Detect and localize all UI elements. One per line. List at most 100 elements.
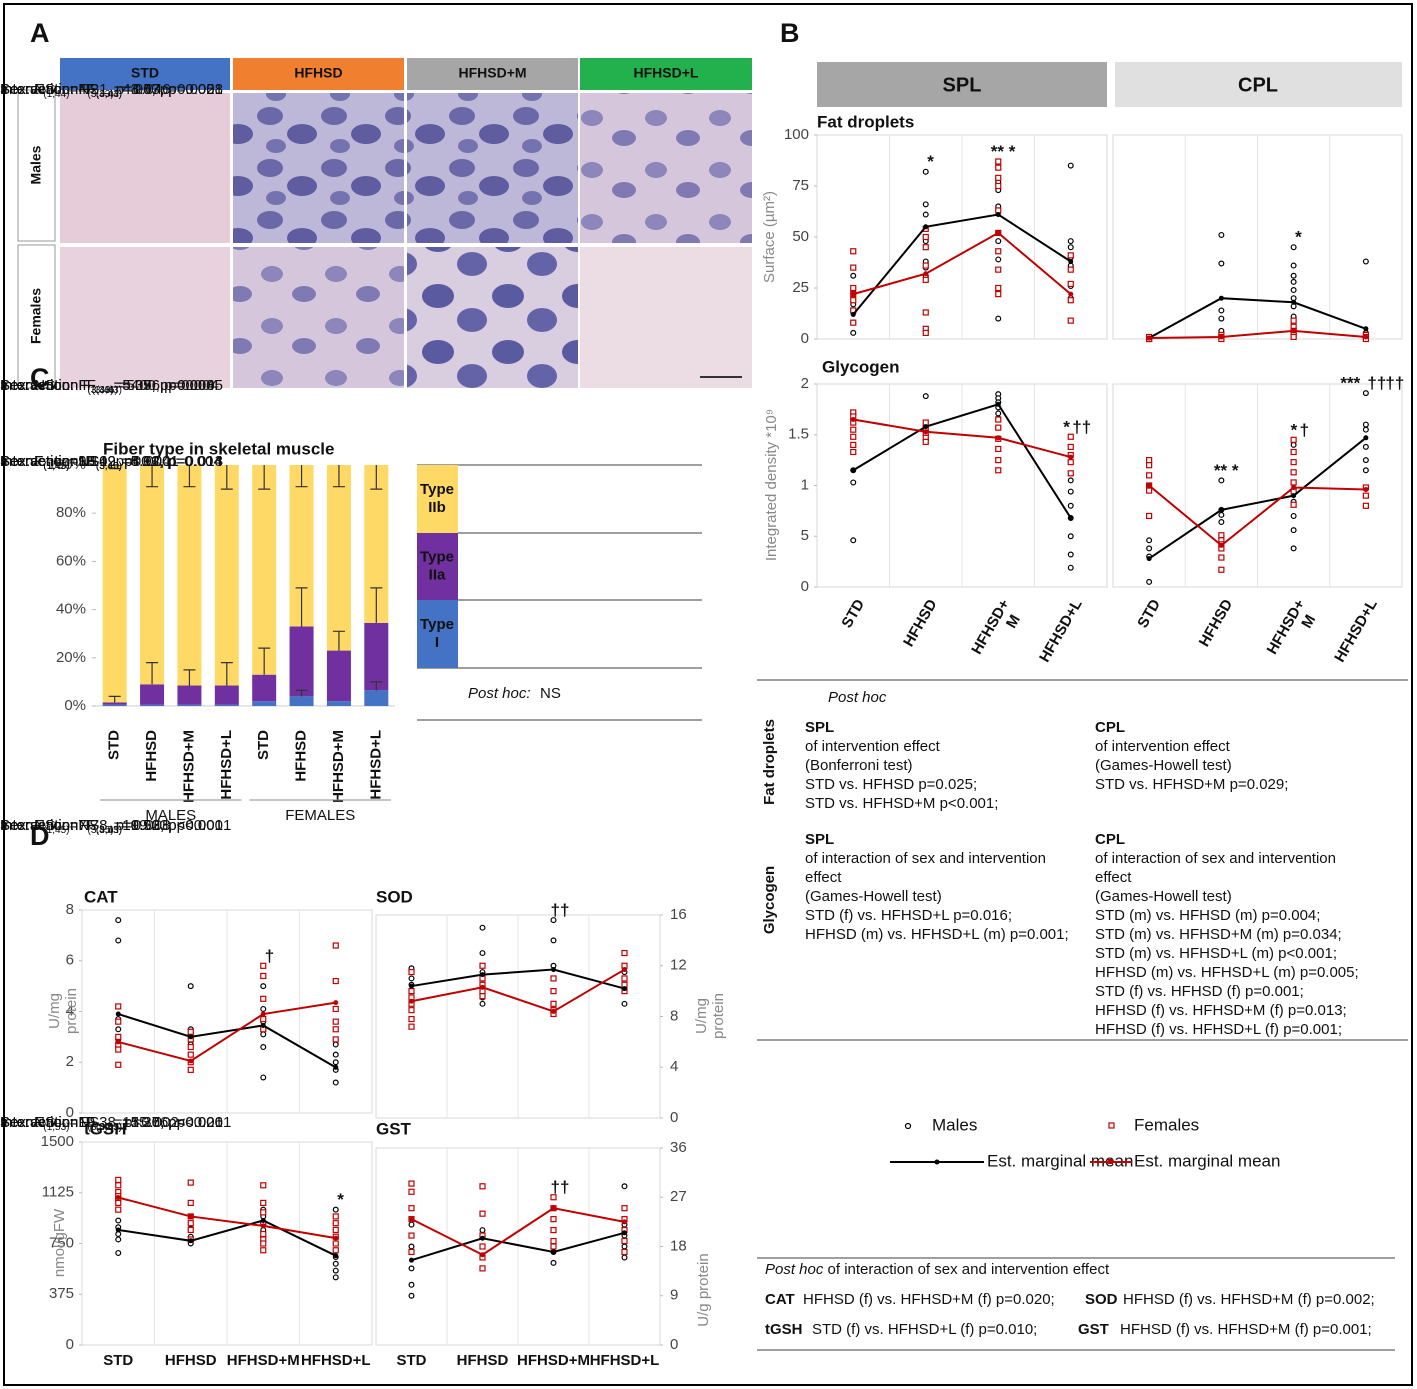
female-point <box>115 1046 122 1053</box>
post-hoc-label: SOD <box>1085 1291 1118 1308</box>
post-hoc-line: STD (f) vs. HFHSD (f) p=0.001; <box>1095 983 1304 1000</box>
female-point <box>995 158 1002 165</box>
555-part: Intervention: F <box>0 817 96 834</box>
female-point <box>995 424 1002 431</box>
y-tick-label: 50 <box>792 228 809 245</box>
male-point <box>408 1265 415 1272</box>
female-point <box>1067 266 1074 273</box>
mean-point <box>480 984 485 990</box>
male-point <box>1362 390 1369 397</box>
female-point <box>850 248 857 255</box>
female-point <box>1067 433 1074 440</box>
male-point <box>1362 426 1369 433</box>
mean-line <box>1149 329 1366 339</box>
y-tick-label: 4 <box>66 1002 74 1019</box>
bar-segment <box>364 690 389 706</box>
error-bar <box>332 630 345 651</box>
171-part: Intervention: F <box>0 1114 96 1131</box>
significance-mark: *** <box>1340 374 1360 393</box>
963-part: =4.90, p=0.005 <box>114 81 215 98</box>
mean-point <box>622 986 627 992</box>
mean-point <box>480 972 485 978</box>
mean-point <box>622 1230 627 1236</box>
y-tick-label: 100% <box>48 456 86 473</box>
female-point <box>1067 317 1074 324</box>
mean-point <box>995 212 1001 218</box>
female-point <box>621 1248 628 1256</box>
post-hoc-line: HFHSD (m) vs. HFHSD+L (m) p=0.005; <box>1095 964 1359 981</box>
y-tick-label: 0% <box>64 697 86 714</box>
female-point <box>408 1015 415 1023</box>
y-axis-label: nmol/gFW <box>51 1208 68 1277</box>
bar-segment <box>140 684 165 705</box>
male-point <box>1290 512 1297 519</box>
female-point <box>115 1199 122 1207</box>
type-cell <box>417 533 458 600</box>
536-part: Sex: F <box>0 817 43 834</box>
female-point <box>850 284 857 292</box>
male-point <box>922 201 929 208</box>
female-point <box>995 457 1002 464</box>
mean-point <box>480 1252 485 1258</box>
female-point <box>995 248 1002 255</box>
1333-part: (3,43) <box>88 385 114 396</box>
male-point <box>332 1059 339 1066</box>
mean-point <box>1068 258 1074 264</box>
mean-point <box>1218 542 1224 548</box>
y-axis-label: U/g protein <box>695 1253 712 1326</box>
944-part: Intervention: F <box>0 81 96 98</box>
mean-line <box>411 1207 625 1256</box>
male-point <box>1290 262 1297 269</box>
y-tick-label: 375 <box>49 1285 74 1302</box>
548-part: (1,45) <box>43 461 69 472</box>
mean-point <box>409 1257 414 1263</box>
female-point <box>1067 280 1074 288</box>
963-part: Interaction: F <box>0 81 88 98</box>
x-tick-label: STD <box>397 1352 427 1369</box>
x-tick-label: STD <box>1134 596 1164 631</box>
mean-line <box>1148 297 1367 339</box>
row-box <box>17 89 56 242</box>
male-point <box>1218 477 1225 484</box>
female-point <box>850 297 857 304</box>
bar-segment <box>102 702 127 705</box>
499-part: Intervention: F <box>0 453 96 470</box>
mean-point <box>1218 295 1224 301</box>
post-hoc-label: tGSH <box>765 1321 803 1338</box>
male-point <box>550 917 557 924</box>
row-label: Fat droplets <box>761 719 778 805</box>
male-point <box>332 1260 339 1267</box>
female-point <box>332 1213 339 1220</box>
female-point <box>850 448 857 456</box>
significance-mark: †† <box>1072 417 1091 436</box>
column-header <box>407 58 578 90</box>
female-point <box>922 262 929 269</box>
male-point <box>332 1206 339 1213</box>
y-tick-label: 75 <box>792 177 809 194</box>
post-hoc-title-part: Post hoc <box>765 1261 824 1278</box>
female-point <box>332 977 339 985</box>
male-point <box>1067 564 1074 571</box>
mean-point <box>260 1217 266 1223</box>
male-point <box>1362 421 1369 428</box>
female-point <box>621 1237 628 1245</box>
female-point <box>550 1243 557 1250</box>
mean-point <box>551 1249 556 1255</box>
female-point <box>408 1180 415 1187</box>
row-label: Females <box>28 288 44 344</box>
male-point <box>850 272 857 279</box>
female-point <box>995 266 1002 273</box>
significance-mark: † <box>265 946 274 965</box>
1295-part: =4.21, p=0.046 <box>69 81 170 98</box>
mean-point <box>850 291 856 297</box>
mean-point <box>115 1011 121 1017</box>
post-hoc-title-part: of interaction of sex and intervention e… <box>823 1261 1110 1278</box>
error-bar <box>220 662 233 686</box>
y-tick-label: 0 <box>670 1109 678 1126</box>
y-tick-label: 1 <box>801 476 809 493</box>
female-point <box>850 264 857 271</box>
male-point <box>995 256 1002 263</box>
152-part: =10.38, p=0.002 <box>69 1114 178 1131</box>
column-label: HFHSD+L <box>634 65 699 81</box>
634-part: (3,45) <box>96 461 122 472</box>
